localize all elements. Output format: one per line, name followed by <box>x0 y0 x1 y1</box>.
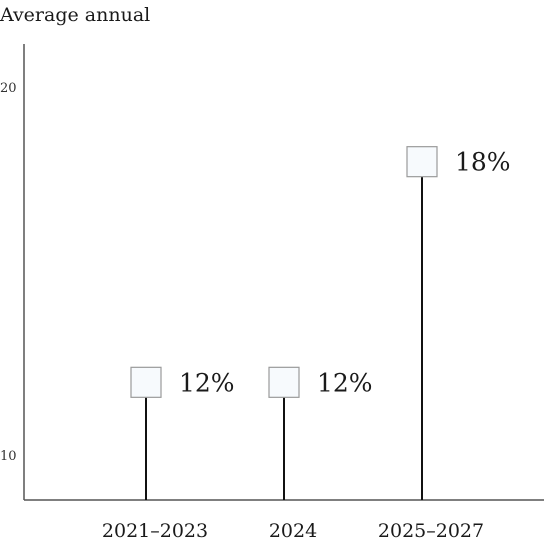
y-tick-label: 10 <box>0 449 17 464</box>
x-tick-label: 2021–2023 <box>102 520 208 542</box>
data-label: 18% <box>455 148 511 177</box>
chart-title: Average annual <box>0 4 150 26</box>
x-tick-label: 2025–2027 <box>378 520 484 542</box>
data-label: 12% <box>317 368 373 397</box>
y-ticks: 10 20 <box>0 81 17 464</box>
lollipop-marker <box>268 366 300 398</box>
y-tick-label: 20 <box>0 81 17 96</box>
lollipop-marker <box>130 366 162 398</box>
lollipop-marker <box>406 146 438 178</box>
chart-marks: 12% 2021–2023 12% 2024 18% 2025–2027 <box>102 146 511 542</box>
x-tick-label: 2024 <box>269 520 317 542</box>
data-label: 12% <box>179 368 235 397</box>
